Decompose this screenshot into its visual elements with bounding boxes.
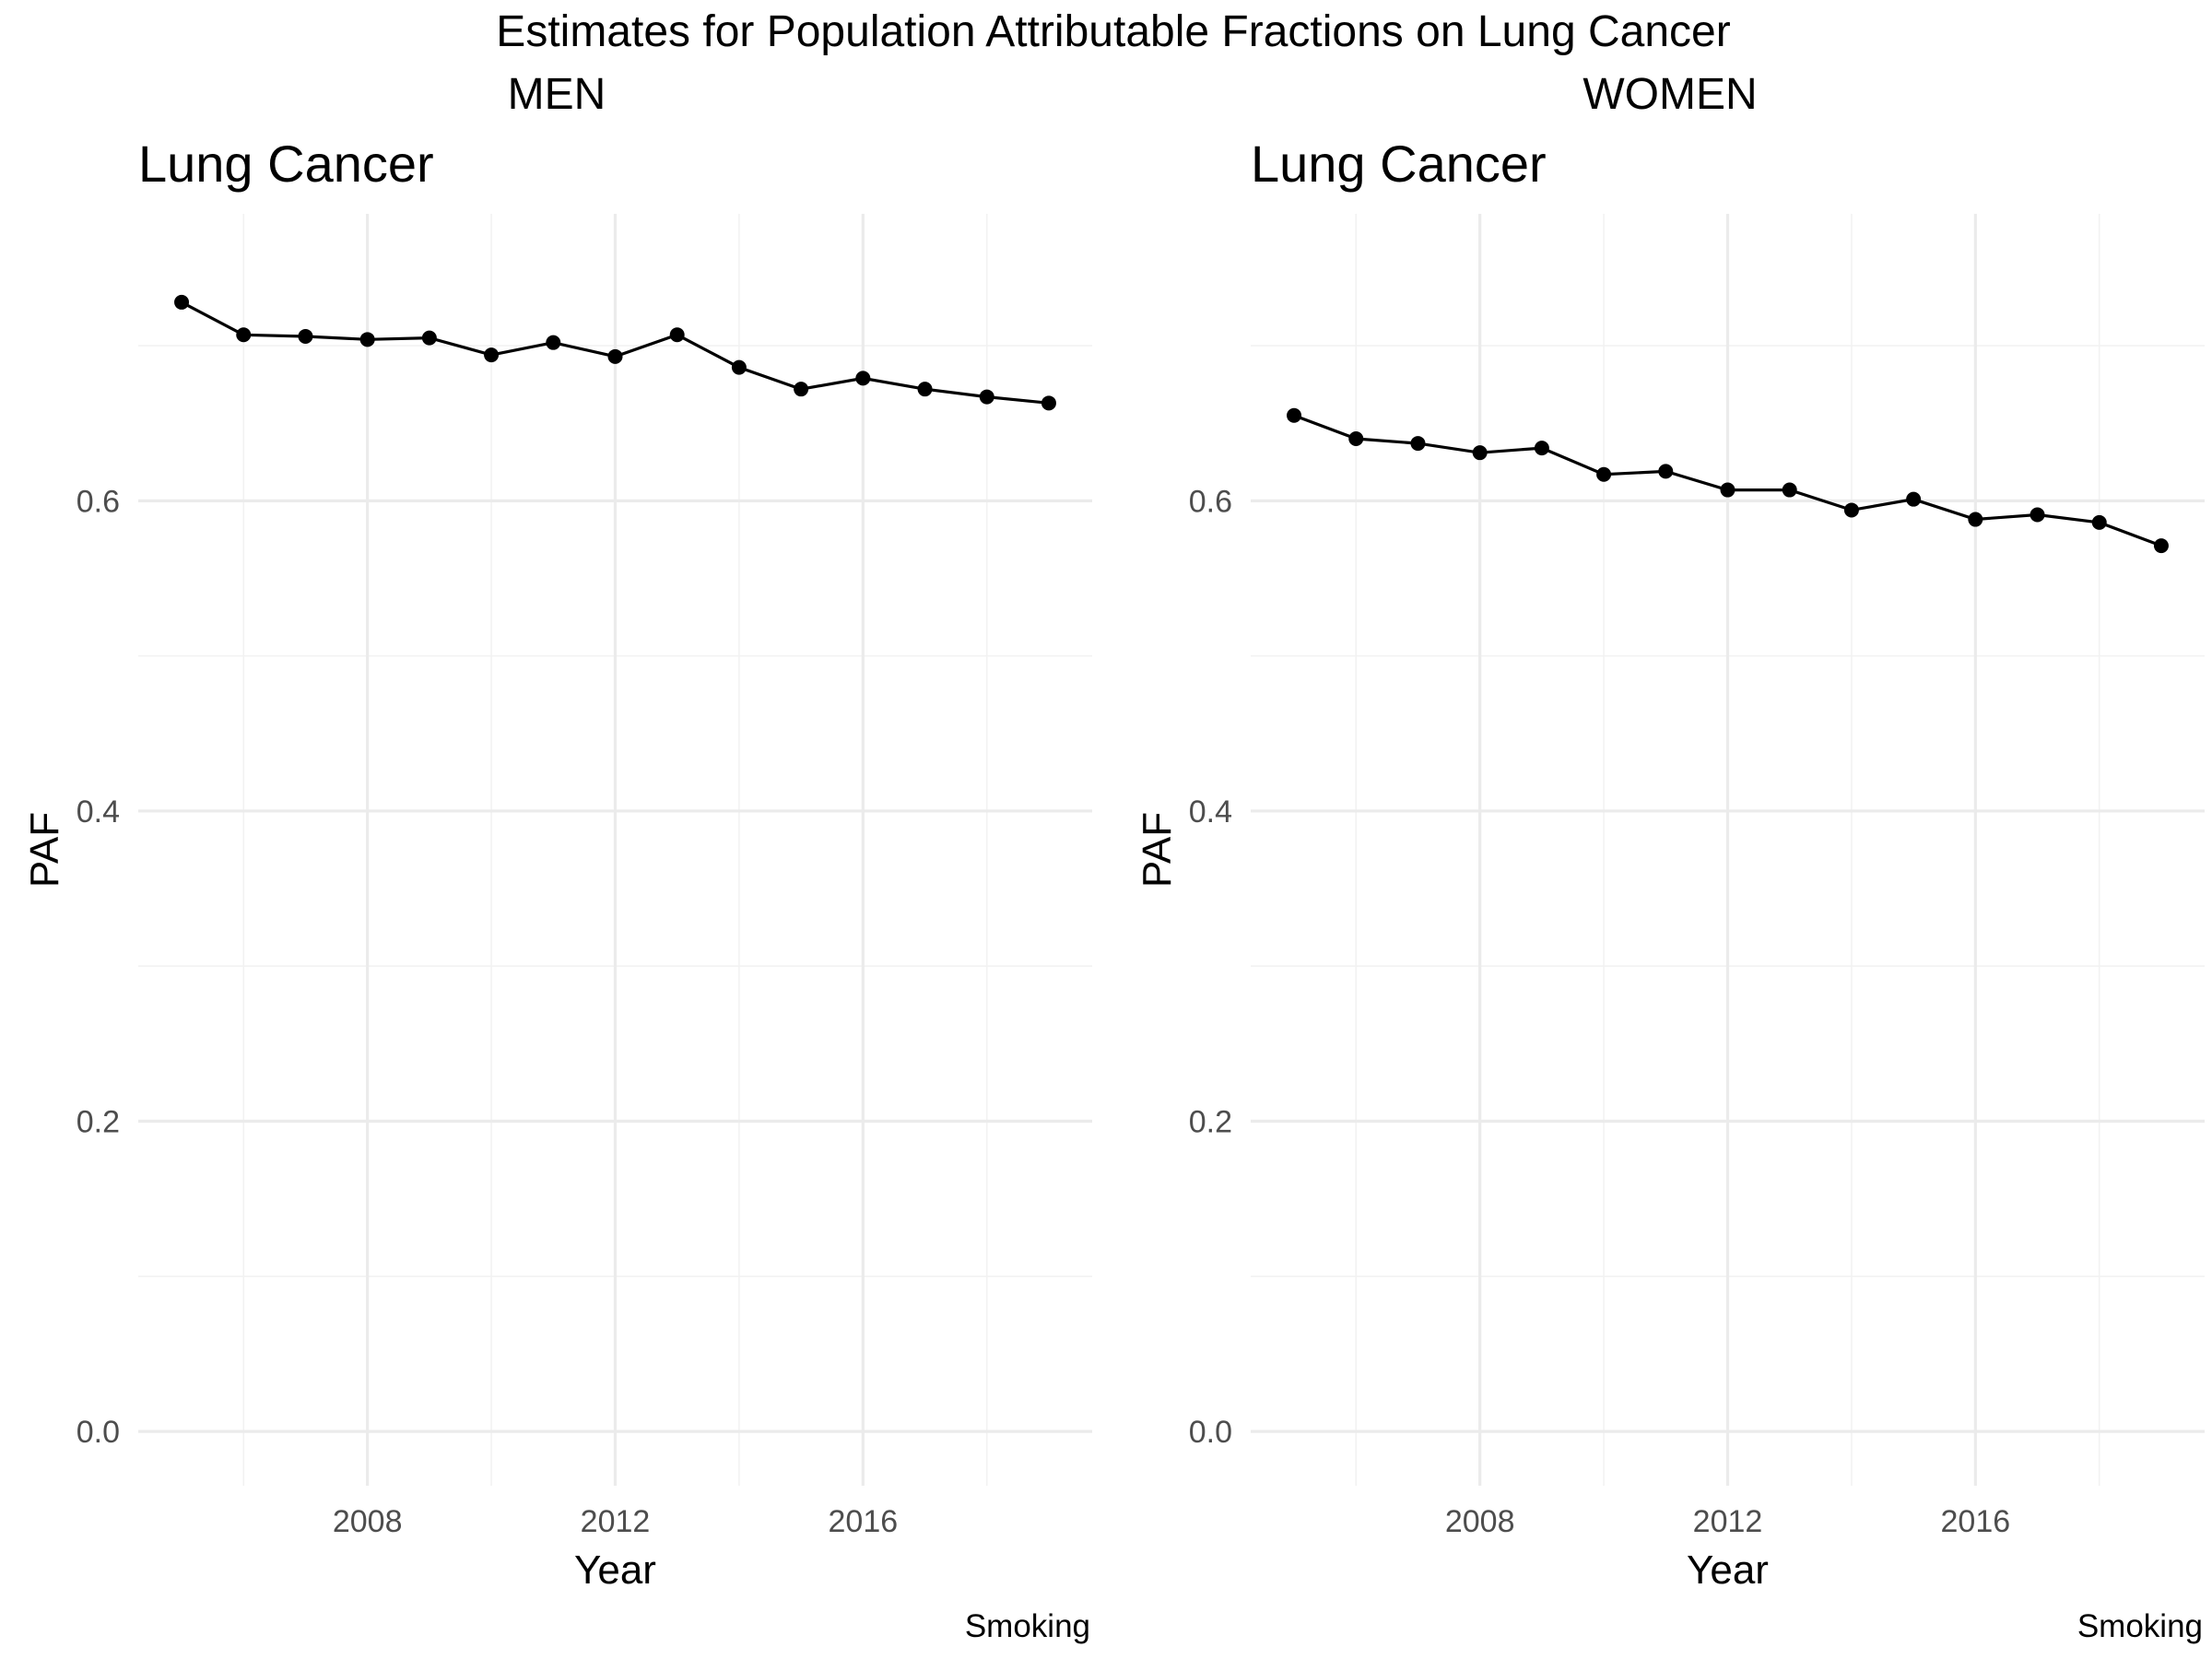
panel-title: Lung Cancer	[138, 135, 434, 193]
x-axis-title: Year	[574, 1547, 656, 1593]
y-tick-label: 0.0	[1189, 1415, 1232, 1450]
data-point	[1596, 466, 1612, 482]
data-point	[1348, 431, 1364, 447]
x-tick-label: 2012	[1693, 1504, 1763, 1539]
data-point	[1410, 436, 1426, 452]
data-point	[1287, 407, 1302, 423]
data-point	[174, 294, 190, 310]
data-point	[1534, 441, 1549, 456]
data-point	[546, 335, 561, 350]
figure-title: Estimates for Population Attributable Fr…	[496, 7, 1730, 56]
x-tick-label: 2012	[581, 1504, 651, 1539]
data-point	[484, 347, 500, 363]
data-point	[1472, 445, 1488, 461]
x-tick-label: 2008	[1445, 1504, 1515, 1539]
data-point	[2030, 507, 2045, 523]
data-point	[607, 348, 623, 364]
panel-men: MEN Lung Cancer 0.0 0.2 0.4 0.6 2008 2012 2016 Ye…	[22, 70, 1092, 1644]
panel-women: WOMEN Lung Cancer 0.0 0.2 0.4 0.6 2008 2012 2016…	[1135, 70, 2205, 1644]
y-tick-label: 0.6	[1189, 484, 1232, 519]
data-point	[1041, 395, 1056, 411]
y-tick-label: 0.2	[76, 1105, 120, 1140]
data-point	[1968, 512, 1983, 527]
data-point	[421, 330, 437, 346]
y-tick-label: 0.2	[1189, 1105, 1232, 1140]
data-point	[236, 327, 252, 343]
caption: Smoking	[2077, 1608, 2203, 1644]
data-point	[2091, 514, 2107, 530]
y-tick-label: 0.6	[76, 484, 120, 519]
data-point	[917, 382, 933, 397]
y-axis-title: PAF	[22, 812, 67, 888]
data-point	[2153, 538, 2169, 554]
x-tick-label: 2016	[1941, 1504, 2011, 1539]
y-tick-label: 0.4	[76, 794, 120, 830]
group-title: WOMEN	[1583, 70, 1757, 119]
y-axis-title: PAF	[1135, 812, 1180, 888]
x-axis-title: Year	[1687, 1547, 1769, 1593]
data-point	[1658, 464, 1674, 479]
y-tick-label: 0.4	[1189, 794, 1232, 830]
y-tick-label: 0.0	[76, 1415, 120, 1450]
x-tick-label: 2008	[333, 1504, 403, 1539]
data-point	[979, 389, 994, 405]
caption: Smoking	[965, 1608, 1090, 1644]
data-point	[1843, 502, 1859, 518]
x-tick-label: 2016	[829, 1504, 899, 1539]
data-point	[1782, 482, 1797, 498]
data-point	[669, 327, 685, 343]
data-point	[1906, 491, 1922, 507]
data-point	[1720, 482, 1735, 498]
data-point	[794, 382, 809, 397]
data-point	[731, 359, 747, 375]
data-point	[359, 332, 375, 347]
data-point	[855, 371, 871, 386]
data-point	[298, 328, 313, 344]
group-title: MEN	[508, 70, 606, 119]
panel-title: Lung Cancer	[1251, 135, 1547, 193]
